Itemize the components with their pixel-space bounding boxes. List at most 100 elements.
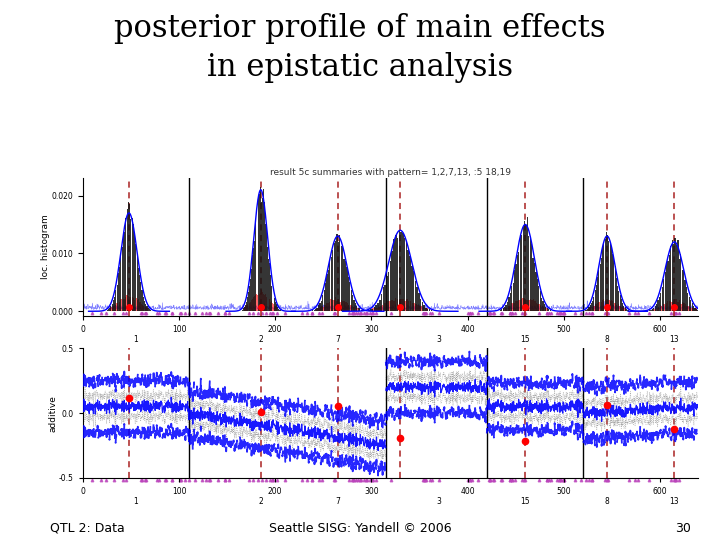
Bar: [271, 286, 272, 311]
Bar: [328, 270, 329, 311]
Bar: [655, 308, 657, 311]
Bar: [583, 310, 585, 311]
Bar: [431, 310, 432, 311]
Bar: [329, 302, 330, 311]
Bar: [141, 304, 142, 311]
Bar: [336, 301, 338, 311]
Bar: [682, 270, 683, 311]
Bar: [621, 299, 622, 311]
Bar: [664, 304, 665, 311]
Bar: [416, 287, 418, 311]
Bar: [667, 301, 668, 311]
Bar: [402, 299, 404, 311]
Bar: [264, 202, 265, 311]
Bar: [254, 240, 256, 311]
Bar: [263, 189, 264, 311]
Bar: [618, 306, 620, 311]
Bar: [358, 308, 359, 311]
Bar: [385, 302, 387, 311]
Bar: [504, 307, 505, 311]
Bar: [688, 298, 690, 311]
Bar: [410, 301, 411, 311]
Bar: [408, 249, 409, 311]
Bar: [593, 296, 595, 311]
Bar: [422, 302, 423, 311]
Bar: [543, 307, 544, 311]
Bar: [146, 307, 147, 311]
Bar: [405, 242, 408, 311]
Bar: [601, 258, 602, 311]
Bar: [682, 302, 683, 311]
Text: 3: 3: [436, 497, 441, 507]
Bar: [119, 267, 120, 311]
Bar: [666, 263, 667, 311]
Bar: [408, 301, 410, 311]
Bar: [670, 301, 671, 311]
Bar: [272, 303, 273, 311]
Bar: [244, 307, 245, 311]
Bar: [621, 307, 623, 311]
Text: 7: 7: [336, 335, 340, 345]
Bar: [516, 301, 518, 311]
Bar: [370, 309, 372, 311]
Bar: [392, 251, 393, 311]
Bar: [591, 303, 592, 311]
Bar: [509, 306, 510, 311]
Bar: [143, 306, 145, 311]
Bar: [512, 303, 513, 311]
Bar: [676, 245, 677, 311]
Bar: [124, 232, 125, 311]
Bar: [673, 244, 674, 311]
Bar: [667, 261, 669, 311]
Bar: [317, 308, 318, 311]
Bar: [623, 307, 624, 311]
Bar: [658, 307, 660, 311]
Bar: [119, 302, 120, 311]
Bar: [507, 302, 508, 311]
Bar: [413, 303, 415, 311]
Bar: [624, 307, 626, 311]
Bar: [354, 307, 356, 311]
Bar: [137, 255, 138, 311]
Bar: [683, 303, 685, 311]
Bar: [626, 309, 627, 311]
Bar: [145, 304, 146, 311]
Bar: [598, 270, 600, 311]
Bar: [660, 293, 662, 311]
Bar: [530, 237, 531, 311]
Bar: [678, 302, 679, 311]
Bar: [315, 309, 316, 311]
Bar: [690, 300, 691, 311]
Bar: [336, 234, 338, 311]
Bar: [510, 303, 512, 311]
Bar: [380, 306, 382, 311]
Bar: [135, 298, 137, 311]
Bar: [617, 286, 618, 311]
Bar: [270, 302, 271, 311]
Bar: [659, 297, 660, 311]
Bar: [527, 217, 528, 311]
Bar: [345, 261, 346, 311]
Bar: [117, 302, 119, 311]
Bar: [352, 295, 354, 311]
Bar: [362, 310, 363, 311]
Bar: [130, 219, 131, 311]
Bar: [505, 308, 506, 311]
Bar: [329, 260, 330, 311]
Bar: [125, 297, 126, 311]
Bar: [683, 270, 684, 311]
Bar: [120, 299, 121, 311]
Bar: [139, 275, 140, 311]
Bar: [149, 309, 150, 311]
Text: 8: 8: [605, 335, 609, 345]
Bar: [107, 310, 108, 311]
Bar: [123, 234, 124, 311]
Bar: [549, 310, 551, 311]
Bar: [620, 306, 621, 311]
Bar: [411, 266, 413, 311]
Bar: [531, 300, 533, 311]
Bar: [679, 300, 680, 311]
Bar: [109, 308, 110, 311]
Bar: [425, 308, 426, 311]
Bar: [696, 309, 697, 311]
